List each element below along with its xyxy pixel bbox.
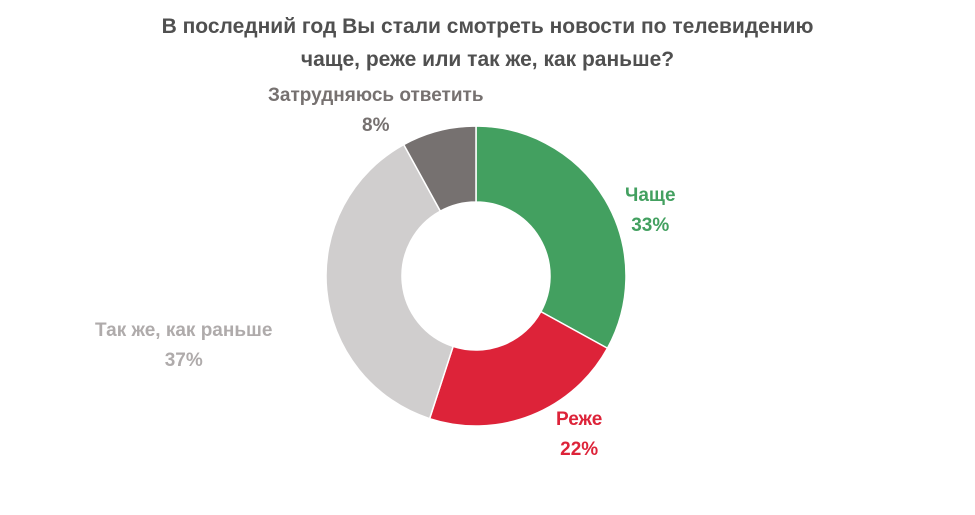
slice-label-zatrudnyayus-value: 8%	[362, 115, 390, 136]
slice-label-tak-zhe-value: 37%	[164, 350, 203, 371]
slice-label-rezhe-value: 22%	[560, 439, 599, 460]
chart-title: В последний год Вы стали смотреть новост…	[0, 10, 975, 76]
slice-label-rezhe-category: Реже	[556, 409, 603, 430]
slice-label-tak-zhe-category: Так же, как раньше	[95, 320, 273, 341]
slice-chashche	[475, 125, 627, 350]
slice-label-tak-zhe: Так же, как раньше 37%	[95, 316, 272, 376]
slice-zatrudnyayus	[402, 125, 477, 213]
chart-title-line-1: В последний год Вы стали смотреть новост…	[161, 15, 814, 38]
slice-tak-zhe	[325, 143, 455, 420]
slice-label-chashche-category: Чаще	[625, 185, 676, 206]
donut-slices	[325, 125, 627, 427]
slice-label-chashche-value: 33%	[631, 215, 670, 236]
slice-label-rezhe: Реже 22%	[556, 405, 602, 465]
slice-rezhe	[428, 310, 609, 427]
chart-title-line-2: чаще, реже или так же, как раньше?	[300, 48, 675, 71]
slice-label-chashche: Чаще 33%	[625, 181, 676, 241]
slice-label-zatrudnyayus: Затрудняюсь ответить 8%	[268, 81, 484, 141]
slice-label-zatrudnyayus-category: Затрудняюсь ответить	[268, 85, 484, 106]
